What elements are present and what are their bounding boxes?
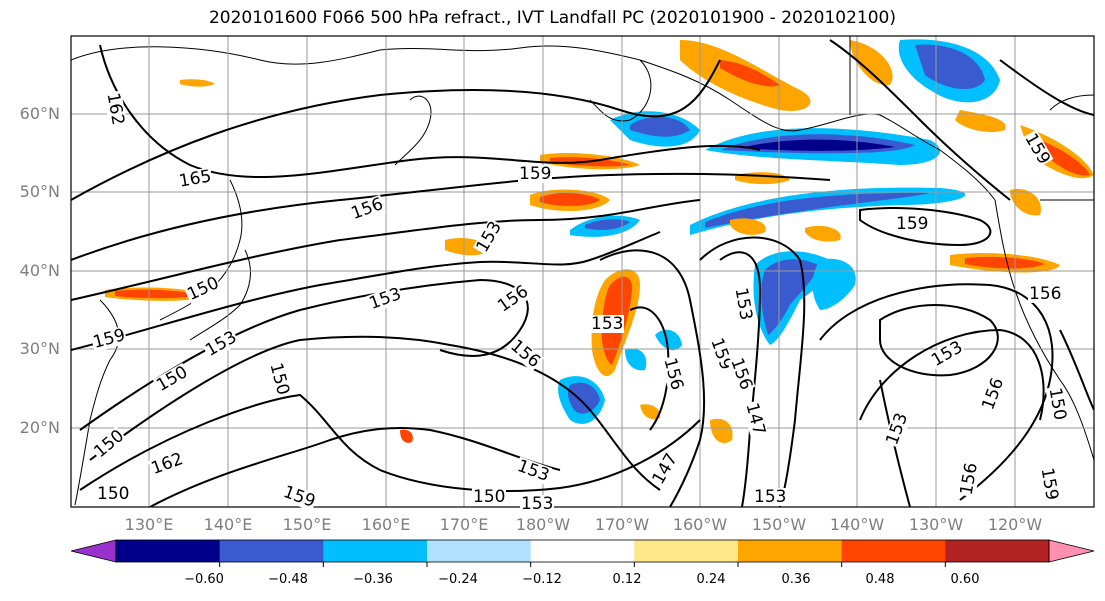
- colorbar-swatch: [219, 540, 324, 562]
- colorbar-label: −0.36: [353, 572, 393, 587]
- colorbar: [70, 539, 1095, 567]
- colorbar-swatch: [738, 540, 843, 562]
- colorbar-label: 0.48: [865, 572, 895, 587]
- colorbar-swatch: [427, 540, 532, 562]
- contour-label: 150: [96, 484, 131, 504]
- contour-label: 159: [518, 164, 553, 184]
- lon-tick-150w: 150°W: [751, 515, 807, 534]
- lon-tick-160w: 160°W: [672, 515, 728, 534]
- colorbar-swatch: [841, 540, 946, 562]
- colorbar-extend-max: [1048, 539, 1095, 563]
- colorbar-extend-min: [70, 539, 117, 563]
- lat-tick-50: 50°N: [19, 182, 60, 201]
- colorbar-label: 0.24: [696, 572, 726, 587]
- colorbar-label: −0.12: [522, 572, 562, 587]
- colorbar-outline: [115, 539, 1050, 563]
- colorbar-label: −0.60: [184, 572, 224, 587]
- colorbar-swatch: [634, 540, 739, 562]
- contour-label: 153: [753, 487, 788, 507]
- map-frame: [70, 35, 1095, 508]
- contour-lines: [71, 39, 1094, 507]
- lon-tick-140w: 140°W: [829, 515, 885, 534]
- contour-label: 159: [895, 214, 930, 234]
- lon-tick-180w: 180°W: [515, 515, 571, 534]
- lon-tick-150e: 150°E: [282, 515, 332, 534]
- colorbar-swatch: [945, 540, 1050, 562]
- lon-tick-130w: 130°W: [908, 515, 964, 534]
- contour-label: 153: [590, 314, 625, 334]
- colorbar-label: 0.36: [781, 572, 811, 587]
- lon-tick-170w: 170°W: [594, 515, 650, 534]
- lon-tick-170e: 170°E: [439, 515, 489, 534]
- colorbar-swatch: [116, 540, 221, 562]
- lat-tick-20: 20°N: [19, 418, 60, 437]
- contour-label: 156: [1028, 284, 1063, 304]
- colorbar-label: 0.12: [612, 572, 642, 587]
- colorbar-swatch: [323, 540, 428, 562]
- lon-tick-160e: 160°E: [361, 515, 411, 534]
- colorbar-swatch: [530, 540, 635, 562]
- lon-tick-140e: 140°E: [203, 515, 253, 534]
- coastlines: [71, 45, 1094, 506]
- contour-label: 150: [472, 487, 507, 507]
- colorbar-label: −0.24: [438, 572, 478, 587]
- lat-tick-30: 30°N: [19, 339, 60, 358]
- map-plot-area: [71, 36, 1094, 507]
- lon-tick-130e: 130°E: [124, 515, 174, 534]
- contour-label: 153: [520, 494, 555, 514]
- colorbar-label: 0.60: [950, 572, 980, 587]
- lat-tick-60: 60°N: [19, 104, 60, 123]
- lon-tick-120w: 120°W: [987, 515, 1043, 534]
- lat-tick-40: 40°N: [19, 261, 60, 280]
- borders: [849, 36, 1094, 201]
- map-title: 2020101600 F066 500 hPa refract., IVT La…: [208, 8, 896, 28]
- colorbar-label: −0.48: [268, 572, 308, 587]
